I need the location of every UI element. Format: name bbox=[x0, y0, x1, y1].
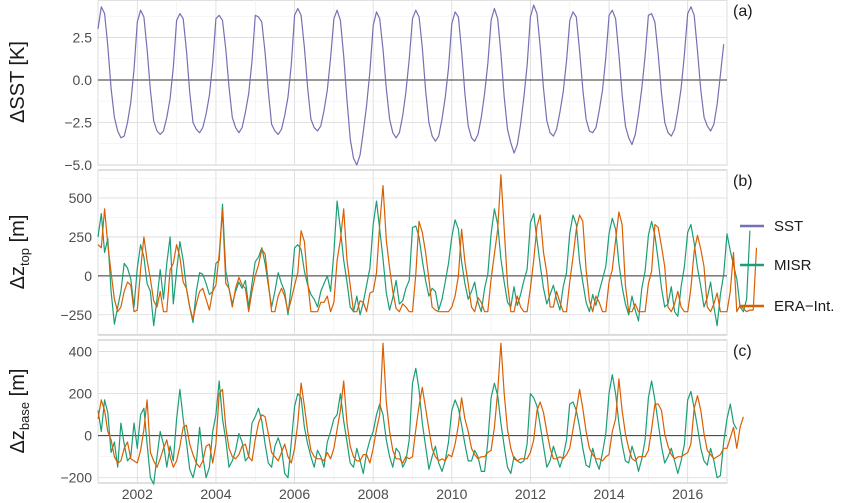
x-tick-label: 2004 bbox=[200, 486, 231, 502]
panel-c-y-axis-label: Δzbase [m] bbox=[7, 369, 32, 454]
panel-c-y-ticks: −200 0 200 400 bbox=[60, 344, 92, 486]
series-line-misr bbox=[97, 200, 751, 327]
x-tick-label: 2008 bbox=[358, 486, 389, 502]
panel-a-y-ticks: −5.0 −2.5 0.0 2.5 bbox=[64, 29, 92, 173]
x-tick-label: 2016 bbox=[672, 486, 703, 502]
panel-c-y-axis-label-main: Δz bbox=[7, 430, 29, 453]
panel-b-label: (b) bbox=[733, 173, 753, 190]
x-tick-label: 2006 bbox=[279, 486, 310, 502]
y-tick-label: −2.5 bbox=[64, 114, 92, 130]
panel-c: −200 0 200 400 Δzbase [m] (c) bbox=[7, 339, 752, 486]
series-line-era-int bbox=[97, 174, 758, 320]
panel-c-label: (c) bbox=[733, 343, 752, 360]
x-tick-label: 2010 bbox=[436, 486, 467, 502]
panel-b-y-axis-label-main: Δz bbox=[7, 266, 29, 289]
panel-a: −5.0 −2.5 0.0 2.5 ΔSST [K] (a) bbox=[7, 0, 753, 173]
x-tick-label: 2012 bbox=[515, 486, 546, 502]
panel-c-y-axis-label-unit: [m] bbox=[7, 369, 29, 402]
x-tick-label: 2002 bbox=[122, 486, 153, 502]
x-axis-ticks: 2002 2004 2006 2008 2010 2012 2014 2016 bbox=[122, 486, 704, 502]
panel-b-series bbox=[97, 174, 758, 327]
panel-b-y-axis-label: Δztop [m] bbox=[7, 215, 32, 290]
y-tick-label: 200 bbox=[69, 386, 93, 402]
y-tick-label: 0.0 bbox=[73, 72, 93, 88]
y-tick-label: 0 bbox=[84, 268, 92, 284]
y-tick-label: 400 bbox=[69, 344, 93, 360]
panel-c-series bbox=[97, 342, 744, 485]
panel-b-y-ticks: −250 0 250 500 bbox=[60, 190, 92, 323]
panel-a-label: (a) bbox=[733, 3, 753, 20]
series-line-era-int bbox=[97, 342, 744, 468]
series-line-sst bbox=[97, 4, 725, 166]
panel-b-y-axis-label-sub: top bbox=[17, 248, 32, 266]
y-tick-label: −5.0 bbox=[64, 157, 92, 173]
legend: SST MISR ERA−Int. bbox=[740, 218, 834, 315]
x-tick-label: 2014 bbox=[593, 486, 624, 502]
panel-b: −250 0 250 500 Δztop [m] (b) bbox=[7, 169, 758, 336]
panel-a-y-axis-label: ΔSST [K] bbox=[7, 41, 29, 123]
y-tick-label: 250 bbox=[69, 229, 93, 245]
y-tick-label: −200 bbox=[60, 470, 92, 486]
panel-a-series bbox=[97, 4, 725, 166]
panel-c-y-axis-label-sub: base bbox=[17, 402, 32, 430]
legend-label-era-int: ERA−Int. bbox=[774, 298, 834, 315]
panel-b-y-axis-label-unit: [m] bbox=[7, 215, 29, 248]
y-tick-label: 2.5 bbox=[73, 29, 93, 45]
y-tick-label: −250 bbox=[60, 307, 92, 323]
legend-label-misr: MISR bbox=[774, 257, 812, 274]
y-tick-label: 500 bbox=[69, 190, 93, 206]
y-tick-label: 0 bbox=[84, 428, 92, 444]
legend-label-sst: SST bbox=[774, 218, 803, 235]
